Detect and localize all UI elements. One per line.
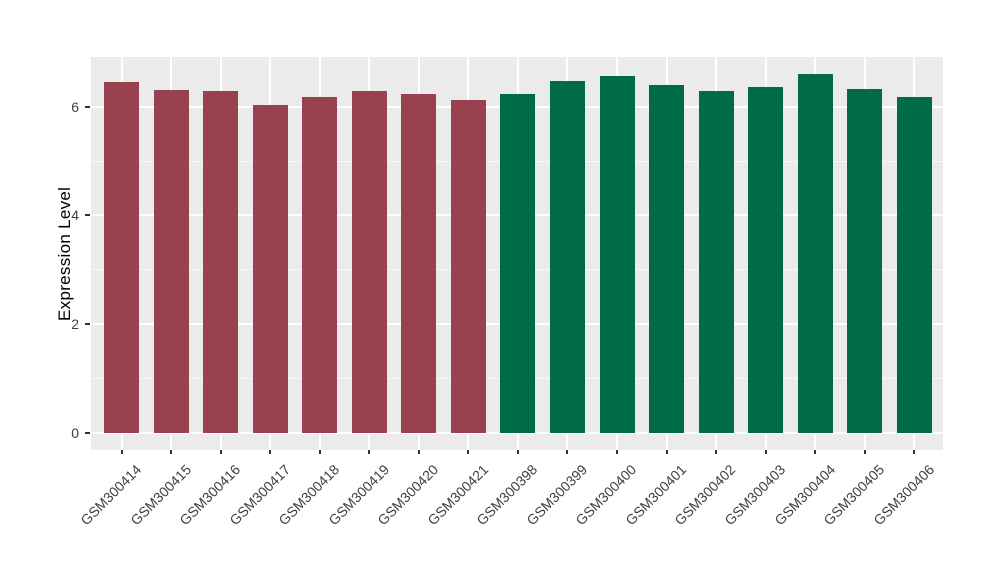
y-tick-mark-6 [85, 105, 90, 108]
x-tick-mark-GSM300402 [715, 450, 718, 454]
bar-GSM300417 [252, 104, 288, 433]
x-tick-mark-GSM300401 [665, 450, 668, 454]
bar-GSM300400 [599, 76, 635, 433]
y-tick-mark-0 [85, 432, 90, 434]
bar-GSM300403 [748, 87, 784, 433]
bar-GSM300420 [401, 94, 437, 433]
x-tick-mark-GSM300420 [417, 450, 420, 454]
bar-GSM300405 [847, 88, 883, 433]
x-tick-mark-GSM300398 [516, 450, 519, 454]
bar-GSM300419 [351, 91, 387, 433]
y-axis-title: Expression Level [55, 186, 74, 321]
plot-panel [91, 57, 943, 450]
x-tick-mark-GSM300404 [814, 450, 817, 454]
bar-GSM300421 [450, 99, 486, 433]
bar-GSM300414 [104, 82, 140, 433]
x-tick-mark-GSM300418 [318, 450, 321, 454]
bar-GSM300418 [302, 97, 338, 433]
y-tick-label-2: 2 [71, 316, 79, 333]
x-tick-mark-GSM300419 [368, 450, 371, 454]
y-tick-mark-2 [85, 323, 90, 326]
x-tick-mark-GSM300414 [120, 450, 123, 454]
x-tick-mark-GSM300405 [863, 450, 866, 454]
y-tick-label-0: 0 [71, 425, 79, 441]
bar-GSM300404 [797, 74, 833, 433]
x-tick-mark-GSM300421 [467, 450, 470, 454]
x-tick-mark-GSM300417 [269, 450, 272, 454]
bar-GSM300406 [896, 97, 932, 433]
y-tick-label-4: 4 [71, 207, 79, 224]
bar-GSM300416 [203, 91, 239, 433]
x-tick-mark-GSM300416 [219, 450, 222, 454]
bar-GSM300415 [153, 89, 189, 433]
bar-GSM300399 [549, 80, 585, 433]
y-tick-mark-4 [85, 214, 90, 217]
y-tick-label-6: 6 [71, 98, 79, 115]
bar-GSM300398 [500, 94, 536, 433]
x-tick-mark-GSM300400 [616, 450, 618, 454]
x-tick-mark-GSM300403 [764, 450, 767, 454]
x-tick-mark-GSM300406 [913, 450, 916, 454]
x-tick-mark-GSM300415 [170, 450, 173, 454]
y-major-gridline-0 [91, 432, 943, 434]
x-tick-mark-GSM300399 [566, 450, 569, 454]
bar-GSM300401 [649, 84, 685, 433]
bar-GSM300402 [698, 91, 734, 433]
